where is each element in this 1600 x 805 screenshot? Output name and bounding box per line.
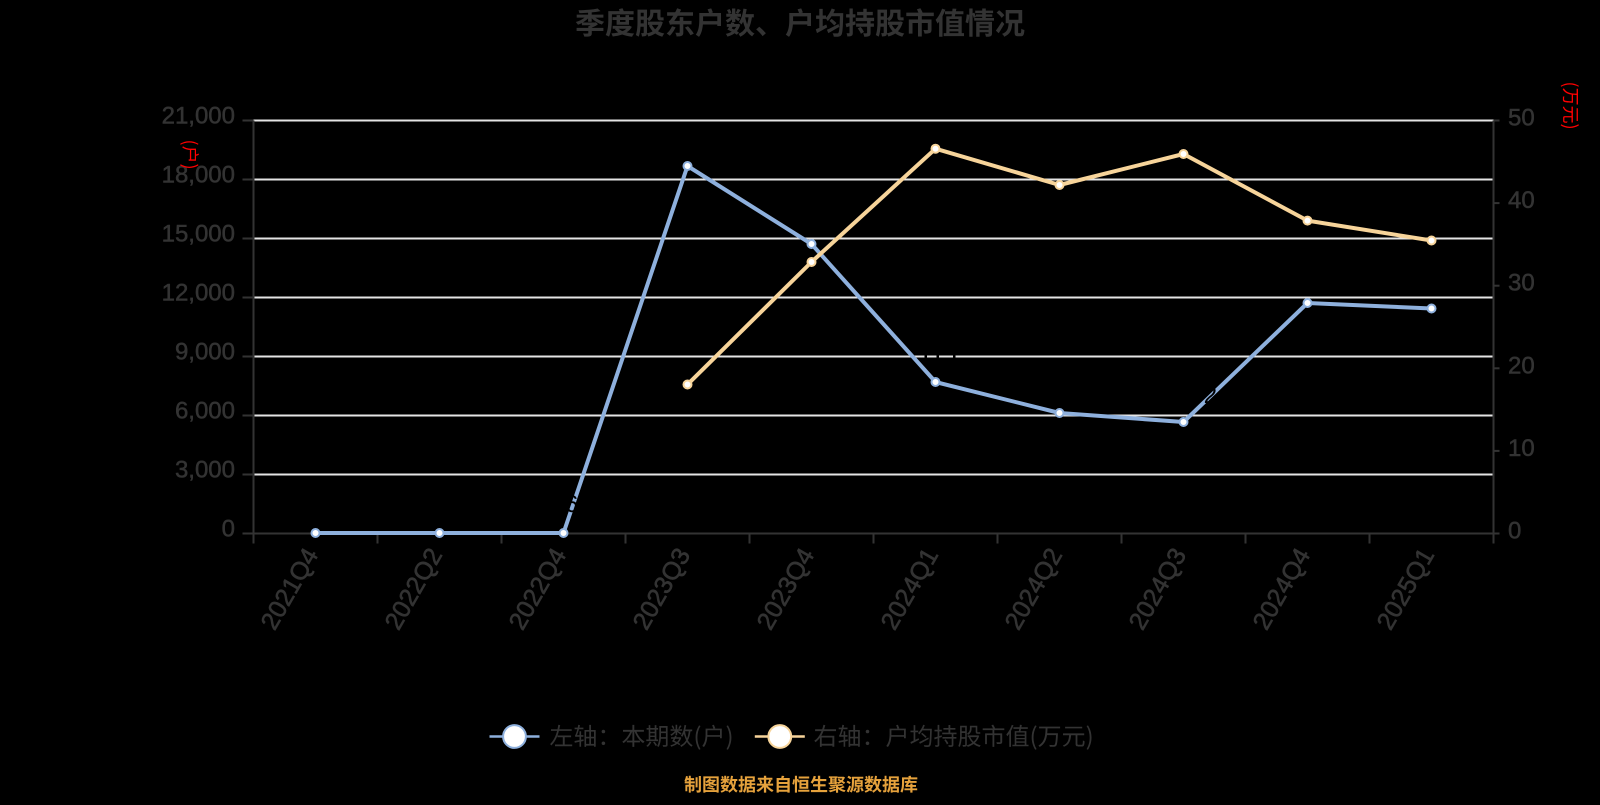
svg-text:21,000: 21,000	[162, 103, 235, 130]
svg-text:50: 50	[1508, 105, 1535, 132]
svg-text:40: 40	[1508, 187, 1535, 214]
svg-text:18,000: 18,000	[162, 162, 235, 189]
svg-text:0: 0	[222, 516, 235, 543]
svg-text:12,000: 12,000	[162, 280, 235, 307]
svg-text:30: 30	[1508, 270, 1535, 297]
svg-text:15,000: 15,000	[162, 221, 235, 248]
svg-text:20: 20	[1508, 352, 1535, 379]
svg-text:6,000: 6,000	[175, 398, 235, 425]
svg-text:3,000: 3,000	[175, 457, 235, 484]
svg-text:0: 0	[1508, 518, 1521, 545]
svg-text:9,000: 9,000	[175, 339, 235, 366]
svg-text:10: 10	[1508, 435, 1535, 462]
